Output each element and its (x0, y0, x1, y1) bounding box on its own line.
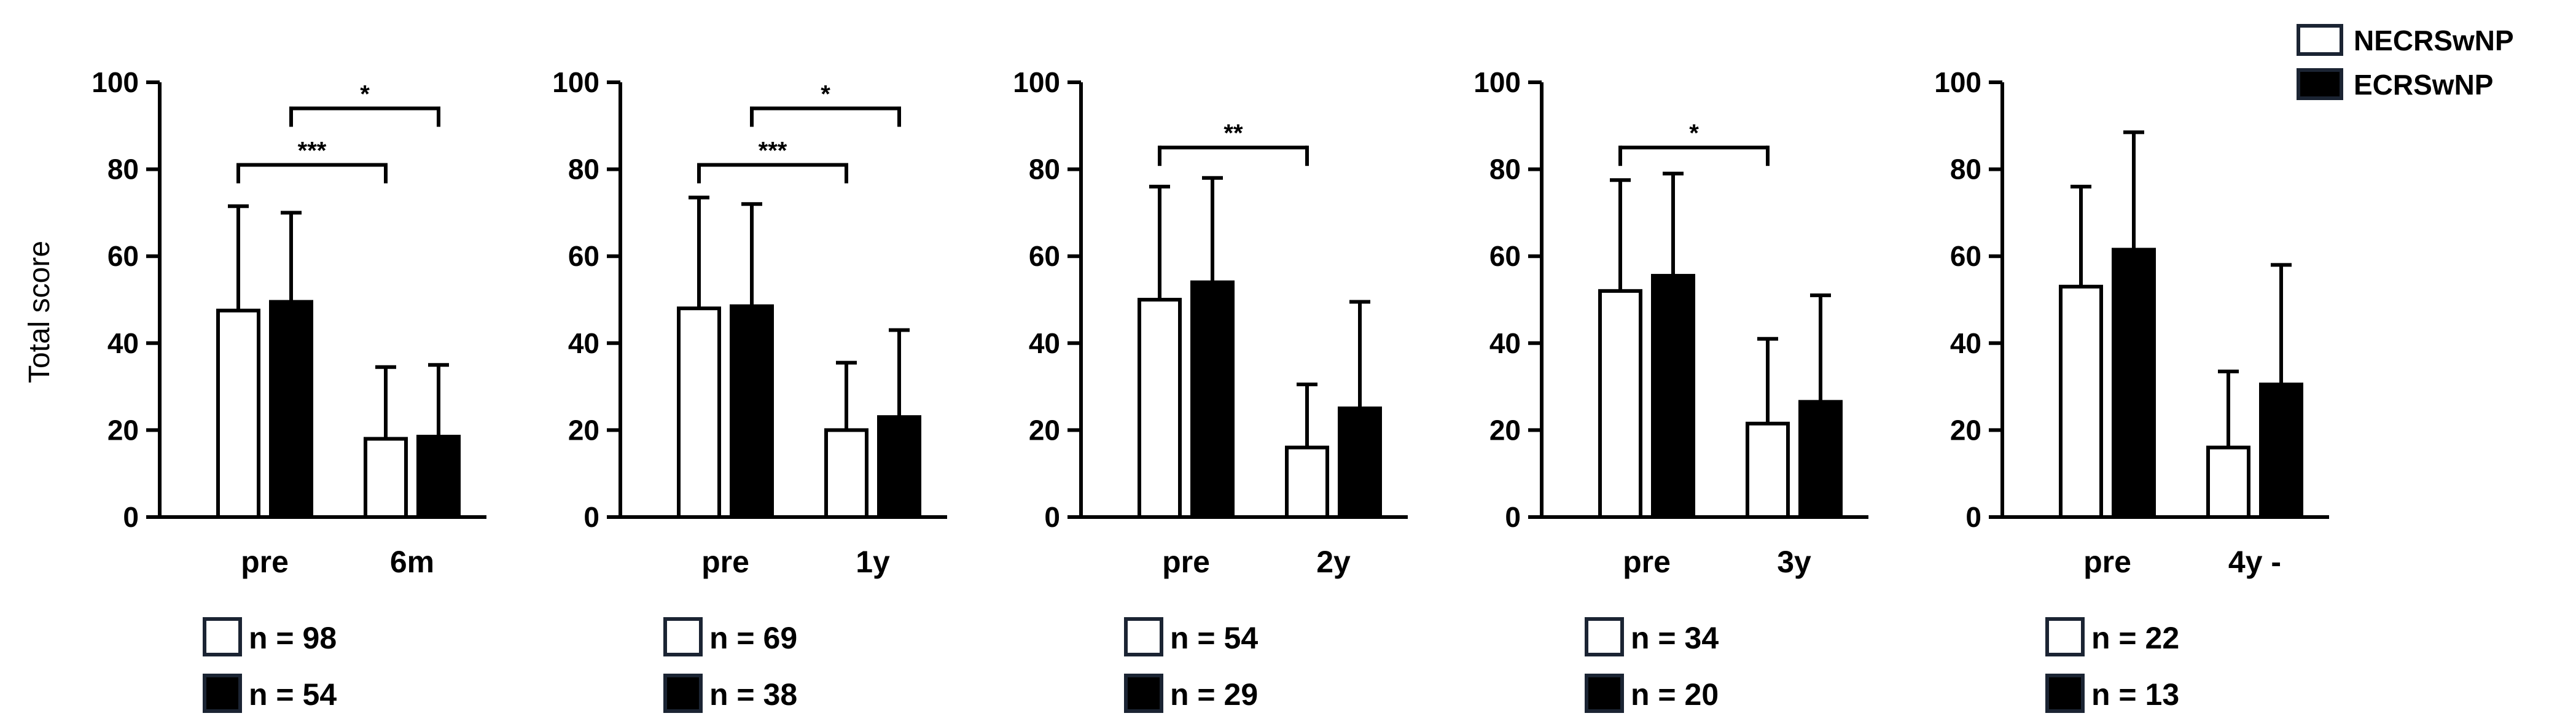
panel-3-n-swatch-necrswnp (1124, 617, 1163, 656)
panel-3-bar-necrswnp-2y (1285, 445, 1329, 519)
panel-2-category-label: pre (701, 545, 749, 579)
panel-2-n-label: n = 38 (709, 677, 797, 712)
panel-5-n-swatch-ecrswnp (2045, 674, 2085, 713)
panel-2-y-tick-label: 60 (568, 240, 599, 272)
panel-1-n-swatch-necrswnp (203, 617, 242, 656)
panel-4-bar-necrswnp-pre (1598, 289, 1642, 519)
panel-3-bar-ecrswnp-2y (1338, 407, 1382, 519)
panel-5-y-tick-label: 40 (1950, 327, 1981, 359)
panel-4-y-tick-label: 20 (1489, 414, 1521, 446)
panel-3-bar-necrswnp-pre (1138, 298, 1182, 519)
panel-3-bar-ecrswnp-pre (1190, 280, 1235, 519)
panel-2-sig-label: *** (759, 138, 787, 165)
panel-5-y-tick-label: 20 (1950, 414, 1981, 446)
panel-2-n-swatch-ecrswnp (663, 674, 703, 713)
panel-2-bar-ecrswnp-1y (877, 415, 921, 519)
panel-1-n-label: n = 98 (249, 621, 337, 655)
legend-label-necrswnp: NECRSwNP (2354, 25, 2514, 56)
panel-4-y-tick-label: 100 (1473, 66, 1521, 98)
panel-4-bar-ecrswnp-pre (1651, 274, 1695, 519)
panel-5-y-tick-label: 80 (1950, 154, 1981, 185)
y-axis-title: Total score (23, 241, 56, 383)
panel-3-sig-label: ** (1224, 120, 1243, 147)
panel-4-n-swatch-necrswnp (1585, 617, 1624, 656)
panel-5-bar-necrswnp-4y (2206, 445, 2250, 519)
panel-4-category-label: 3y (1777, 545, 1811, 579)
panel-5-n-swatch-necrswnp (2045, 617, 2085, 656)
panel-3-y-tick-label: 100 (1013, 66, 1060, 98)
panel-3-category-label: 2y (1316, 545, 1351, 579)
panel-3-y-tick-label: 20 (1029, 414, 1060, 446)
panel-2-y-tick-label: 80 (568, 154, 599, 185)
panel-1-bar-necrswnp-6m (364, 437, 408, 519)
panel-3-n-swatch-ecrswnp (1124, 674, 1163, 713)
panel-5-n-label: n = 22 (2091, 621, 2179, 655)
panel-4-n-label: n = 20 (1631, 677, 1719, 712)
panel-3-y-tick-label: 60 (1029, 240, 1060, 272)
panel-1-category-label: pre (241, 545, 289, 579)
panel-1-sig-label: * (360, 80, 370, 107)
panel-5-y-tick-label: 100 (1934, 66, 1981, 98)
panel-1-y-tick-label: 80 (107, 154, 139, 185)
panel-2-n-label: n = 69 (709, 621, 797, 655)
panel-1-bar-ecrswnp-pre (269, 300, 313, 519)
panel-5-y-tick-label: 60 (1950, 240, 1981, 272)
panel-2-y-tick-label: 20 (568, 414, 599, 446)
panel-3-y-tick-label: 40 (1029, 327, 1060, 359)
panel-4-sig-label: * (1689, 120, 1699, 147)
panel-2-y-tick-label: 40 (568, 327, 599, 359)
panel-1-bar-ecrswnp-6m (416, 435, 461, 520)
panel-1-bar-necrswnp-pre (216, 308, 260, 519)
panel-3-n-label: n = 54 (1170, 621, 1258, 655)
panel-2-y-tick-label: 100 (552, 66, 599, 98)
panel-2-sig-label: * (821, 80, 830, 107)
panel-4-y-tick-label: 80 (1489, 154, 1521, 185)
panel-1-y-tick-label: 40 (107, 327, 139, 359)
panel-1-n-label: n = 54 (249, 677, 337, 712)
panel-4-y-tick-label: 40 (1489, 327, 1521, 359)
panel-1-y-tick-label: 100 (92, 66, 139, 98)
panel-4-bar-necrswnp-3y (1746, 421, 1790, 520)
panel-1-category-label: 6m (390, 545, 434, 579)
panel-3-category-label: pre (1162, 545, 1210, 579)
panel-5-bar-necrswnp-pre (2059, 284, 2103, 519)
panel-3-n-label: n = 29 (1170, 677, 1258, 712)
panel-1-y-tick-label: 0 (123, 501, 139, 533)
panel-1-sig-label: *** (298, 138, 327, 165)
panel-5-bar-ecrswnp-4y (2259, 383, 2303, 519)
panel-2-category-label: 1y (856, 545, 890, 579)
panel-1-y-tick-label: 20 (107, 414, 139, 446)
panel-4-n-swatch-ecrswnp (1585, 674, 1624, 713)
panel-4-y-tick-label: 0 (1505, 501, 1521, 533)
panel-3-y-tick-label: 0 (1044, 501, 1060, 533)
panel-1-y-tick-label: 60 (107, 240, 139, 272)
panel-4-y-tick-label: 60 (1489, 240, 1521, 272)
panel-2-bar-ecrswnp-pre (730, 304, 774, 519)
panel-1-n-swatch-ecrswnp (203, 674, 242, 713)
panel-5-category-label: 4y - (2228, 545, 2281, 579)
legend-label-ecrswnp: ECRSwNP (2354, 69, 2493, 101)
legend-swatch-ecrswnp (2297, 68, 2343, 100)
panel-2-y-tick-label: 0 (584, 501, 599, 533)
legend-swatch-necrswnp (2297, 24, 2343, 56)
panel-5-category-label: pre (2083, 545, 2131, 579)
panel-4-bar-ecrswnp-3y (1798, 400, 1843, 519)
panel-4-n-label: n = 34 (1631, 621, 1719, 655)
panel-2-n-swatch-necrswnp (663, 617, 703, 656)
panel-4-category-label: pre (1623, 545, 1671, 579)
panel-5-y-tick-label: 0 (1965, 501, 1981, 533)
panel-3-y-tick-label: 80 (1029, 154, 1060, 185)
panel-2-bar-necrswnp-1y (824, 428, 868, 520)
panel-2-bar-necrswnp-pre (677, 306, 721, 519)
panel-5-n-label: n = 13 (2091, 677, 2179, 712)
panel-5-bar-ecrswnp-pre (2112, 247, 2156, 519)
